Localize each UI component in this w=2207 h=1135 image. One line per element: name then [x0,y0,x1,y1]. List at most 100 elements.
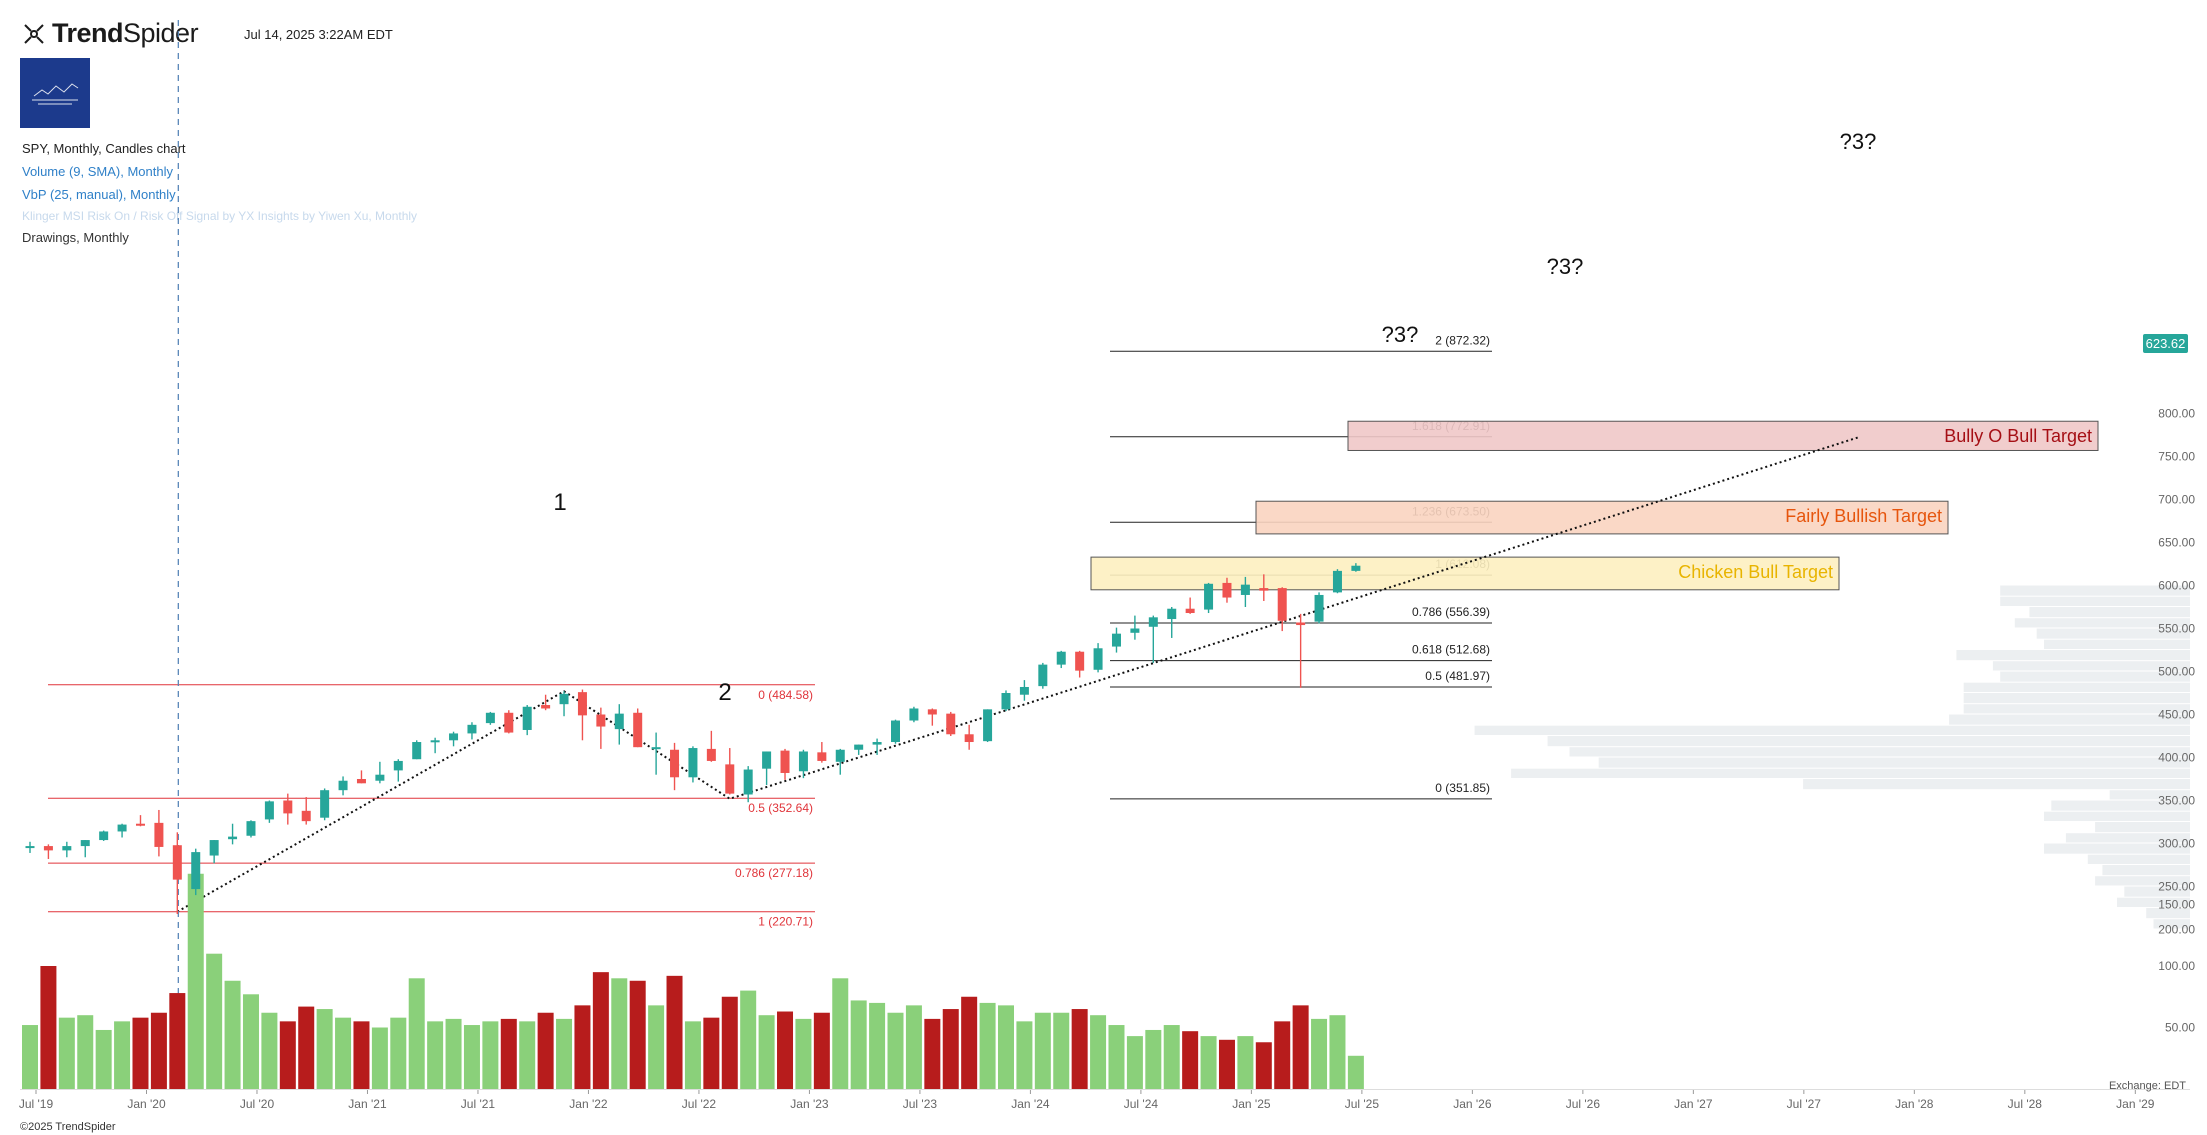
volume-bar [390,1017,407,1089]
x-tick-label: Jul '28 [2008,1097,2043,1111]
vbp-bar [1569,747,2190,757]
target-box [1090,556,1840,591]
fib-right-label: 0.618 (512.68) [1412,643,1490,657]
candle-body [946,713,956,735]
question-label: ?3? [1382,322,1419,347]
volume-bar [1090,1015,1107,1089]
vbp-bar [1963,704,2190,714]
vbp-bar [2109,790,2190,800]
volume-bar [22,1025,38,1089]
volume-bar [1126,1036,1143,1089]
x-tick-label: Jan '22 [569,1097,608,1111]
candle-body [412,742,422,760]
candle-body [504,712,514,733]
candle-body [1056,651,1066,665]
volume-bar [905,1005,922,1089]
volume-bar [574,1005,591,1089]
question-label: ?3? [1840,129,1877,154]
y-tick-label: 350.00 [2158,794,2195,808]
candle-body [62,846,72,851]
legend-drawings[interactable]: Drawings, Monthly [22,230,129,245]
legend-symbol[interactable]: SPY, Monthly, Candles chart [22,141,186,156]
wave-dotted-line [176,435,1861,913]
volume-bar [556,1018,573,1089]
x-tick-label: Jan '26 [1453,1097,1492,1111]
candle-body [1222,582,1232,598]
candle-body [80,840,90,847]
x-tick-label: Jul '19 [19,1097,54,1111]
candle-body [1296,622,1306,626]
y-tick-label: 450.00 [2158,708,2195,722]
candle-body [191,852,201,890]
volume-bar [1145,1029,1162,1089]
candle-body [1075,651,1085,671]
volume-bar [1108,1025,1125,1089]
legend-vbp[interactable]: VbP (25, manual), Monthly [22,187,176,202]
volume-bar [132,1017,149,1089]
vbp-bar [2146,908,2190,919]
volume-bar [316,1009,333,1089]
candle-body [99,831,109,841]
volume-bar [924,1018,941,1089]
x-tick-label: Jan '25 [1232,1097,1271,1111]
candle-body [467,724,477,734]
candle-body [1332,570,1342,593]
fib-left-label: 0.786 (277.18) [735,866,813,880]
timestamp: Jul 14, 2025 3:22AM EDT [244,27,393,42]
x-tick-label: Jan '23 [790,1097,829,1111]
candle-body [854,744,864,750]
candle-body [1204,583,1214,610]
candle-body [1259,588,1269,591]
volume-bar [298,1006,315,1089]
candle-body [1167,608,1177,620]
vbp-bar [1963,693,2190,704]
candle-body [817,752,827,761]
vbp-bar [1949,714,2190,725]
target-label: Chicken Bull Target [1678,562,1833,582]
legend-volume[interactable]: Volume (9, SMA), Monthly [22,164,173,179]
volume-bar [648,1005,665,1089]
target-label: Fairly Bullish Target [1785,506,1942,526]
candle-body [780,750,790,773]
candle-body [320,790,330,818]
x-tick-label: Jul '26 [1566,1097,1601,1111]
candle-body [43,846,53,851]
volume-bar [1347,1055,1364,1089]
vbp-bar [2000,585,2190,596]
vbp-bar [2029,607,2190,618]
candle-body [872,742,882,745]
candle-body [651,747,661,750]
y-tick-label: 800.00 [2158,407,2195,421]
candle-body [559,693,569,705]
candle-body [485,712,495,724]
last-price-tag: 623.62 [2143,334,2188,353]
volume-bar [629,980,646,1089]
candle-body [927,709,937,715]
y-tick-label: 750.00 [2158,450,2195,464]
candle-body [449,733,459,741]
candle-body [375,774,385,781]
x-tick-label: Jan '27 [1674,1097,1713,1111]
volume-bar [850,1000,867,1089]
volume-bar [777,1011,794,1089]
volume-bar [224,980,241,1089]
volume-bar [758,1015,775,1089]
volume-bar [813,1012,830,1089]
x-tick-label: Jan '24 [1011,1097,1050,1111]
fib-left-label: 1 (220.71) [758,915,813,929]
candle-body [228,836,238,840]
volume-bar [242,994,259,1089]
vbp-bar [2065,833,2190,843]
x-tick-label: Jan '29 [2116,1097,2155,1111]
candle-body [983,709,993,742]
legend-klinger[interactable]: Klinger MSI Risk On / Risk Off Signal by… [22,209,418,223]
fib-right-label: 0 (351.85) [1435,781,1490,795]
volume-bar [1237,1036,1254,1089]
volume-bar [150,1012,167,1089]
volume-bar [1071,1009,1088,1089]
fib-right-label: 2 (872.32) [1435,333,1490,347]
volume-tick-label: 50.00 [2165,1021,2195,1035]
candle-body [688,748,698,778]
volume-bar [95,1029,112,1089]
